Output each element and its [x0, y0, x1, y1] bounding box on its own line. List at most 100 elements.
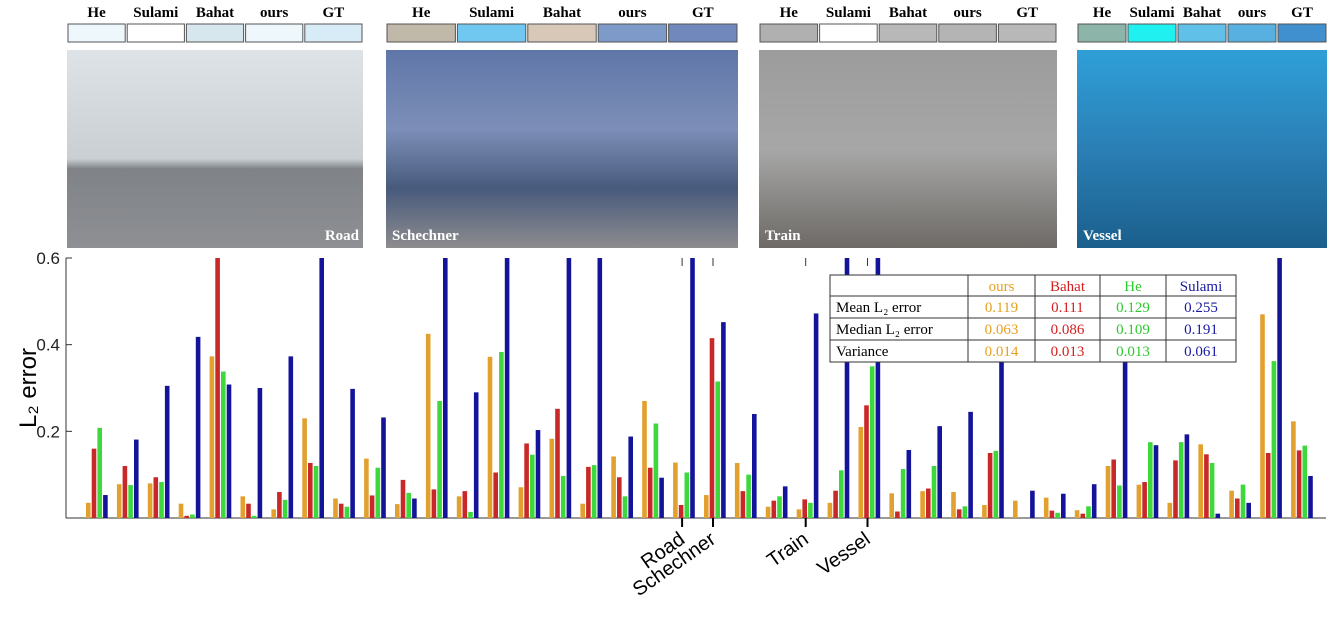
bar [623, 496, 628, 518]
bar [1246, 503, 1251, 518]
bar [1106, 466, 1111, 518]
bar [241, 496, 246, 518]
color-swatch [457, 24, 525, 42]
bar [370, 495, 375, 518]
table-cell: 0.129 [1116, 300, 1150, 316]
bar [165, 386, 170, 518]
bar [802, 499, 807, 518]
bar [659, 478, 664, 518]
bar [1123, 345, 1128, 518]
method-label: He [412, 5, 431, 21]
bar [1030, 491, 1035, 518]
bar [1210, 463, 1215, 518]
bar [963, 506, 968, 518]
bar [252, 516, 257, 518]
bar [1179, 442, 1184, 518]
table-cell: 0.061 [1184, 344, 1218, 360]
method-label: Bahat [543, 5, 581, 21]
photo [1077, 50, 1327, 248]
method-label: Bahat [889, 5, 927, 21]
bar [308, 463, 313, 518]
bar [1013, 501, 1018, 518]
table-row-label: Variance [836, 344, 889, 360]
figure: HeSulamiBahatoursGTRoadHeSulamiBahatours… [0, 0, 1330, 618]
bar [710, 338, 715, 518]
bar [1086, 506, 1091, 518]
bar [159, 482, 164, 518]
bar [468, 512, 473, 518]
bar [814, 313, 819, 518]
color-swatch [68, 24, 125, 42]
bar [1235, 499, 1240, 519]
bar [1117, 486, 1122, 519]
bar [395, 504, 400, 518]
bar [1061, 494, 1066, 518]
bar [988, 453, 993, 518]
bar [364, 459, 369, 518]
bar [1044, 498, 1049, 518]
bar [704, 495, 709, 518]
bar [524, 443, 529, 518]
bar [1308, 476, 1313, 518]
bar [567, 258, 572, 518]
color-swatch [669, 24, 737, 42]
bar [148, 483, 153, 518]
bar [1297, 450, 1302, 518]
color-swatch [939, 24, 997, 42]
method-label: GT [1016, 5, 1038, 21]
method-label: GT [323, 5, 345, 21]
bar [463, 491, 468, 518]
method-label: Bahat [1183, 5, 1221, 21]
bar [828, 503, 833, 518]
color-swatch [1078, 24, 1126, 42]
bar [519, 487, 524, 518]
bar [103, 495, 108, 518]
bar [1260, 314, 1265, 518]
table-header: ours [989, 279, 1015, 295]
bar [1154, 445, 1159, 518]
bar [685, 473, 690, 519]
color-swatch [186, 24, 243, 42]
bar [920, 491, 925, 518]
photo [67, 50, 363, 248]
bar [715, 382, 720, 519]
bar [550, 439, 555, 518]
bar [1241, 485, 1246, 518]
color-swatch [1278, 24, 1326, 42]
bar [1198, 444, 1203, 518]
color-swatch [998, 24, 1056, 42]
method-label: ours [1238, 5, 1267, 21]
method-label: He [1093, 5, 1112, 21]
bar [735, 463, 740, 518]
table-cell: 0.255 [1184, 300, 1218, 316]
bar [1303, 446, 1308, 518]
color-swatch [387, 24, 455, 42]
bar [1137, 485, 1142, 518]
bar [937, 426, 942, 518]
bar [271, 509, 276, 518]
table-header: Sulami [1180, 279, 1223, 295]
bar [870, 366, 875, 518]
x-tick-label: Vessel [813, 528, 874, 580]
bar [982, 505, 987, 518]
color-swatch [127, 24, 184, 42]
bar [1204, 454, 1209, 518]
bar [319, 258, 324, 518]
bar [951, 492, 956, 518]
bar [215, 258, 220, 518]
bar [580, 504, 585, 518]
y-axis-label: L₂ error [15, 348, 42, 428]
bar [406, 493, 411, 518]
photo-caption: Train [765, 228, 801, 244]
photo-caption: Vessel [1083, 228, 1122, 244]
bar [766, 507, 771, 518]
bar [123, 466, 128, 518]
bar [1173, 460, 1178, 518]
bar [92, 449, 97, 518]
bar [561, 476, 566, 518]
method-label: GT [1291, 5, 1313, 21]
bar [381, 417, 386, 518]
bar [994, 451, 999, 518]
bar [1081, 514, 1086, 518]
